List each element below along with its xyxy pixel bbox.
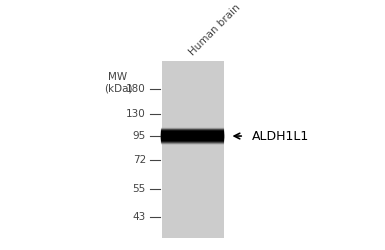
Text: MW
(kDa): MW (kDa) [104,72,132,94]
Text: 95: 95 [132,131,146,141]
Text: 55: 55 [132,184,146,194]
Text: 72: 72 [132,156,146,166]
Text: 130: 130 [126,109,146,119]
Text: 43: 43 [132,212,146,222]
Text: 180: 180 [126,84,146,94]
Text: ALDH1L1: ALDH1L1 [252,130,309,142]
Text: Human brain: Human brain [187,2,242,57]
